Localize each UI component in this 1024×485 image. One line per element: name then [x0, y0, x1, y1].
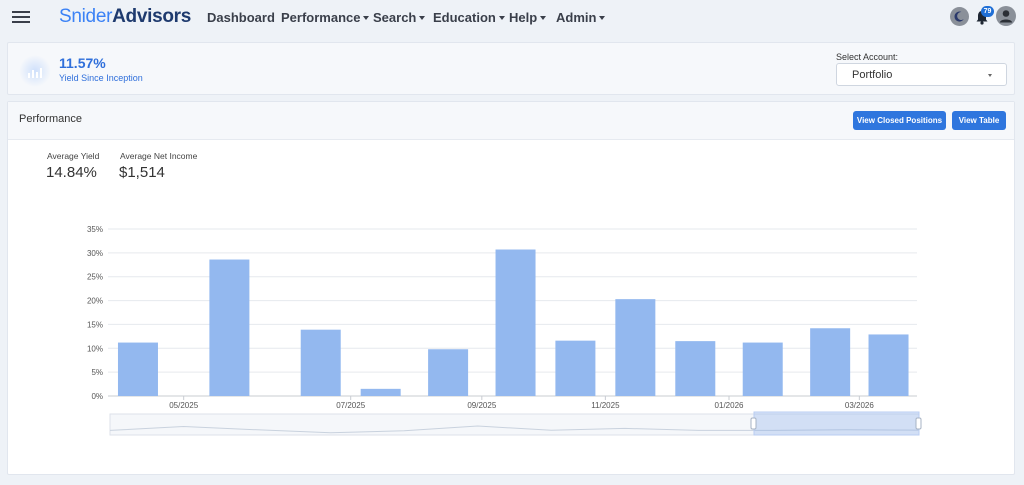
user-menu[interactable]	[996, 6, 1016, 26]
bar[interactable]	[810, 328, 851, 396]
yield-since-inception-value: 11.57%	[59, 55, 106, 71]
x-tick-label: 01/2026	[715, 401, 744, 410]
brand-part1: Snider	[59, 6, 113, 27]
x-tick-label: 09/2025	[467, 401, 496, 410]
range-handle-left[interactable]	[750, 417, 757, 430]
average-yield-value: 14.84%	[46, 164, 97, 181]
caret-down-icon	[599, 16, 606, 20]
yield-since-inception-label: Yield Since Inception	[59, 73, 143, 83]
chevron-down-icon	[988, 74, 992, 77]
y-tick-label: 15%	[87, 320, 103, 329]
user-icon	[999, 10, 1013, 23]
performance-card: Performance View Closed Positions View T…	[7, 101, 1015, 475]
y-tick-label: 5%	[91, 368, 103, 377]
y-tick-label: 0%	[91, 392, 103, 401]
dark-mode-toggle[interactable]	[950, 7, 969, 26]
bar[interactable]	[615, 299, 656, 396]
bar[interactable]	[495, 249, 536, 396]
caret-down-icon	[498, 16, 505, 20]
yield-summary-card: 11.57% Yield Since Inception Select Acco…	[7, 42, 1015, 95]
x-tick-label: 11/2025	[591, 401, 620, 410]
range-handle-right[interactable]	[915, 417, 922, 430]
x-tick-label: 03/2026	[845, 401, 874, 410]
account-select-value: Portfolio	[852, 69, 893, 81]
nav-help[interactable]: Help	[509, 10, 547, 25]
moon-icon	[954, 11, 964, 22]
nav-search[interactable]: Search	[373, 10, 426, 25]
y-tick-label: 25%	[87, 273, 103, 282]
bar[interactable]	[675, 341, 716, 396]
average-net-income-value: $1,514	[119, 164, 165, 181]
bar[interactable]	[209, 259, 250, 396]
caret-down-icon	[419, 16, 426, 20]
y-tick-label: 10%	[87, 344, 103, 353]
caret-down-icon	[363, 16, 370, 20]
y-tick-label: 35%	[87, 225, 103, 234]
notification-badge: 79	[981, 6, 994, 17]
view-table-button[interactable]: View Table	[952, 111, 1006, 130]
y-tick-label: 20%	[87, 297, 103, 306]
x-tick-label: 07/2025	[336, 401, 365, 410]
average-yield-label: Average Yield	[47, 151, 100, 161]
view-closed-positions-button[interactable]: View Closed Positions	[853, 111, 946, 130]
bar[interactable]	[555, 340, 596, 396]
bar[interactable]	[742, 342, 783, 396]
nav-dashboard[interactable]: Dashboard	[207, 10, 275, 25]
yield-chart-icon	[19, 55, 51, 87]
top-navbar: SniderAdvisors Dashboard Performance Sea…	[0, 0, 1024, 36]
bar[interactable]	[117, 342, 158, 396]
brand-part2: Advisors	[112, 6, 192, 27]
y-tick-label: 30%	[87, 249, 103, 258]
bar[interactable]	[360, 388, 401, 396]
account-select[interactable]: Portfolio	[836, 63, 1007, 86]
brand-logo[interactable]: SniderAdvisors	[59, 6, 191, 28]
nav-performance[interactable]: Performance	[281, 10, 370, 25]
bar[interactable]	[300, 329, 341, 396]
bar[interactable]	[868, 334, 909, 396]
performance-header: Performance View Closed Positions View T…	[8, 102, 1014, 140]
nav-education[interactable]: Education	[433, 10, 505, 25]
performance-title: Performance	[19, 113, 82, 125]
nav-admin[interactable]: Admin	[556, 10, 606, 25]
caret-down-icon	[540, 16, 547, 20]
select-account-label: Select Account:	[836, 52, 899, 62]
menu-icon[interactable]	[12, 10, 30, 24]
navigator-series-line	[109, 425, 920, 434]
range-selection[interactable]	[753, 411, 920, 436]
average-net-income-label: Average Net Income	[120, 151, 198, 161]
bar[interactable]	[428, 349, 469, 396]
performance-bar-chart: 0% 5% 10% 15% 20% 25% 30% 35% 05/2025 07/2025 09/2…	[87, 225, 922, 436]
x-tick-label: 05/2025	[169, 401, 198, 410]
